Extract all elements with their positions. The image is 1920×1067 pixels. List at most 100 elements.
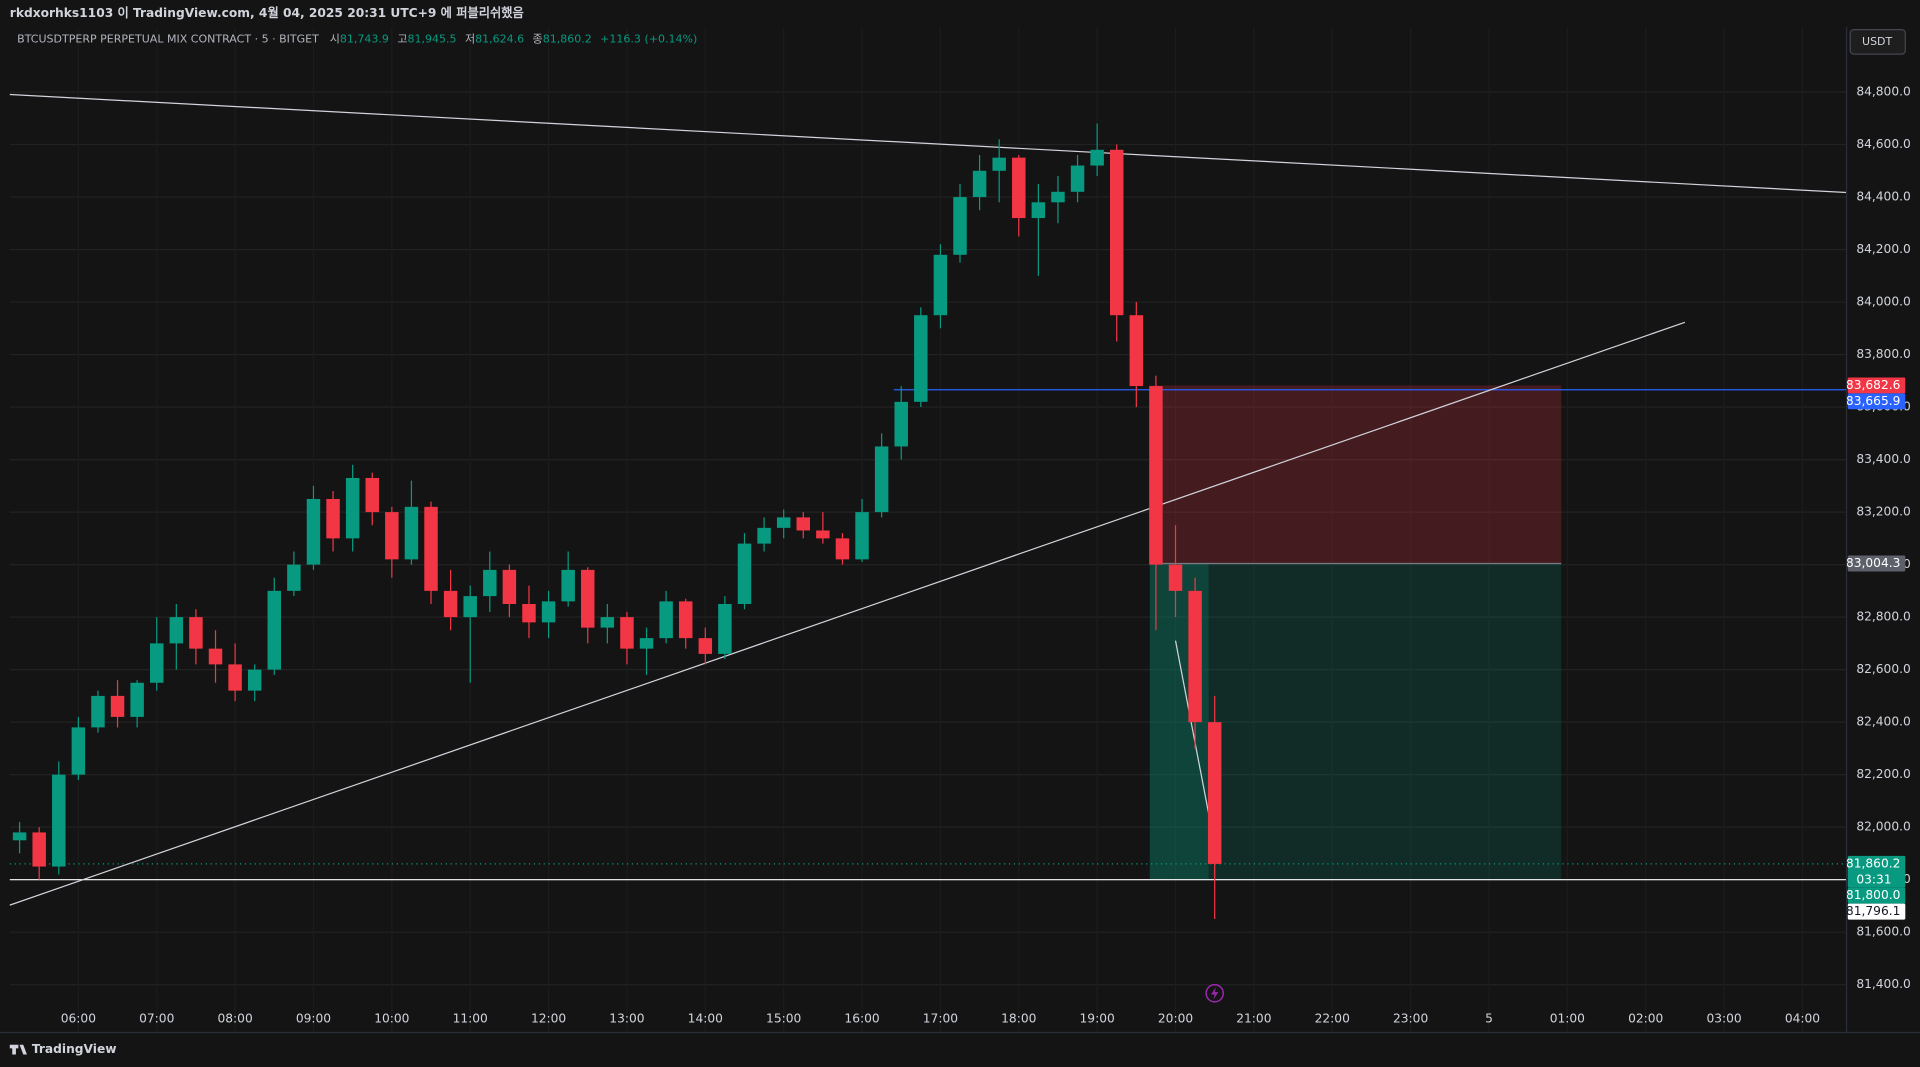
y-tick-label: 84,400.0: [1856, 190, 1910, 204]
legend-key: 시: [330, 32, 340, 45]
candle-body: [169, 617, 184, 644]
candle-body: [110, 695, 125, 717]
candle-body: [267, 590, 282, 670]
symbol-legend: BTCUSDTPERP PERPETUAL MIX CONTRACT · 5 ·…: [17, 32, 697, 45]
candle-body: [835, 538, 850, 560]
price-label: 83,682.6: [1846, 378, 1901, 392]
published-note: rkdxorhks1103 이 TradingView.com, 4월 04, …: [10, 5, 524, 20]
candle-body: [306, 498, 321, 565]
candle-body: [12, 832, 27, 841]
x-tick-label: 21:00: [1236, 1012, 1271, 1026]
x-tick-label: 04:00: [1785, 1012, 1820, 1026]
x-tick-label: 09:00: [296, 1012, 331, 1026]
candle-body: [874, 446, 889, 513]
x-tick-label: 01:00: [1550, 1012, 1585, 1026]
candle-body: [816, 530, 830, 539]
x-tick-label: 06:00: [61, 1012, 96, 1026]
x-tick-label: 22:00: [1315, 1012, 1350, 1026]
price-label: 83,665.9: [1846, 394, 1900, 408]
x-tick-label: 07:00: [139, 1012, 174, 1026]
candle-body: [1031, 202, 1046, 219]
candle-body: [659, 601, 673, 639]
currency[interactable]: USDT: [1862, 35, 1893, 48]
candle-body: [71, 727, 86, 775]
candle-body: [972, 170, 987, 198]
event-icon-bolt: [1211, 987, 1219, 1000]
candle-body: [443, 590, 458, 618]
candle-body: [404, 506, 419, 560]
price-label: 81,860.2: [1846, 856, 1900, 870]
x-tick-label: 16:00: [844, 1012, 879, 1026]
x-tick-label: 5: [1485, 1012, 1493, 1026]
x-tick-label: 03:00: [1706, 1012, 1741, 1026]
x-tick-label: 20:00: [1158, 1012, 1193, 1026]
candle-body: [1188, 590, 1202, 723]
y-tick-label: 82,200.0: [1856, 767, 1910, 781]
candle-body: [32, 832, 46, 867]
price-label: 81,800.0: [1846, 888, 1900, 902]
candle-body: [737, 543, 752, 604]
candle-body: [678, 601, 693, 639]
candle-body: [718, 603, 732, 654]
grid: [9, 27, 1847, 1033]
symbol: BTCUSDTPERP PERPETUAL MIX CONTRACT · 5 ·…: [17, 32, 319, 45]
candle-body: [502, 569, 517, 604]
price-label: 81,796.1: [1846, 904, 1900, 918]
candle-body: [1168, 564, 1183, 591]
brand: TradingView: [32, 1042, 117, 1056]
x-tick-label: 10:00: [374, 1012, 409, 1026]
candle-body: [776, 517, 791, 528]
candle-body: [914, 315, 928, 402]
candle-body: [247, 669, 262, 691]
y-tick-label: 82,000.0: [1856, 820, 1910, 834]
candle-body: [933, 254, 948, 316]
legend-key: 종: [533, 32, 543, 45]
y-tick-label: 83,200.0: [1856, 505, 1910, 519]
x-tick-label: 17:00: [923, 1012, 958, 1026]
candle-body: [1110, 149, 1124, 316]
x-tick-label: 11:00: [453, 1012, 488, 1026]
candle-body: [150, 643, 164, 683]
brand-logo: [9, 1044, 27, 1055]
event-icon[interactable]: [1205, 983, 1224, 1003]
candle-body: [208, 648, 223, 665]
trend-line: [9, 93, 1847, 194]
legend-value: 81,945.5: [407, 32, 456, 45]
trend-line: [9, 321, 1686, 906]
price-label-box: [1847, 887, 1906, 904]
currency-button[interactable]: [1849, 29, 1906, 55]
y-tick-label: 84,000.0: [1856, 295, 1910, 309]
candle-body: [855, 512, 869, 560]
candle-body: [522, 603, 536, 623]
candle-body: [228, 664, 242, 691]
candle-body: [130, 682, 144, 717]
candle-body: [424, 506, 438, 591]
candle-body: [52, 774, 66, 867]
candle-body: [1149, 386, 1163, 565]
x-tick-label: 13:00: [609, 1012, 644, 1026]
candle-body: [620, 617, 634, 649]
candle-body: [326, 498, 340, 539]
x-tick-label: 15:00: [766, 1012, 801, 1026]
candle-body: [541, 601, 556, 623]
candle-body: [992, 157, 1006, 171]
x-tick-label: 23:00: [1393, 1012, 1428, 1026]
legend-change: +116.3 (+0.14%): [600, 32, 697, 45]
y-tick-label: 81,400.0: [1856, 977, 1910, 991]
price-label: 83,004.3: [1846, 556, 1900, 570]
legend-value: 81,743.9: [340, 32, 389, 45]
price-label-box: [1847, 855, 1906, 888]
price-label-box: [1847, 377, 1906, 394]
candle-body: [463, 596, 477, 618]
candle-body: [1012, 157, 1026, 219]
countdown: 03:31: [1856, 872, 1891, 886]
candle-body: [1090, 149, 1104, 166]
candles: [12, 123, 1222, 920]
candle-body: [1051, 191, 1065, 203]
axes: 81,400.0 81,600.0 81,800.0 82,000.0 82,200.0…: [61, 85, 1911, 1026]
candle-body: [561, 569, 575, 602]
legend-value: 81,860.2: [543, 32, 592, 45]
candle-body: [894, 401, 908, 447]
